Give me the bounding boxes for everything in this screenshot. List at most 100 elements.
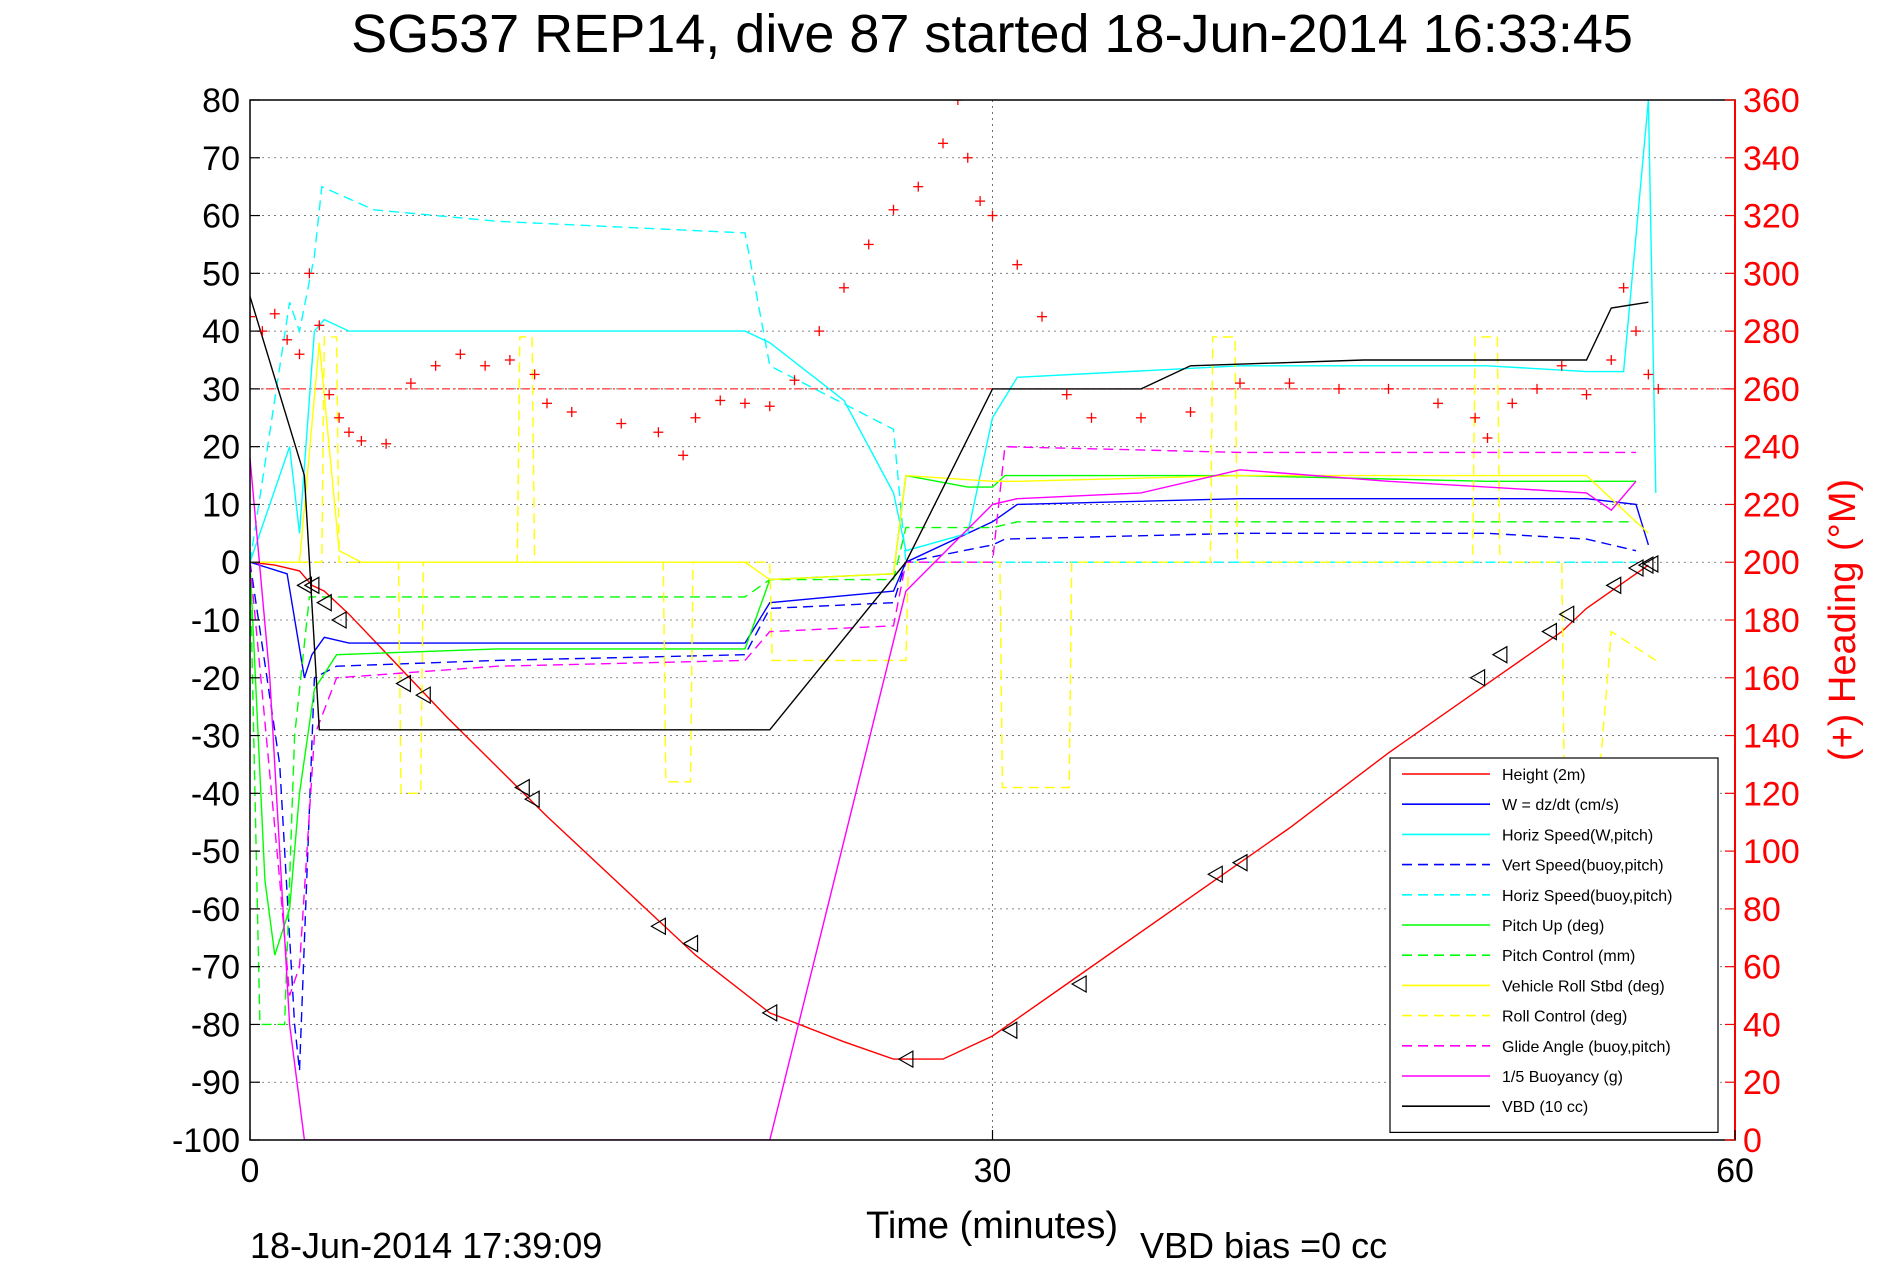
heading-point (294, 349, 305, 360)
y2-tick-label: 320 (1743, 198, 1800, 236)
heading-point (1482, 433, 1493, 443)
glider-marker-triangle (1637, 556, 1654, 575)
y2-tick-label: 340 (1743, 140, 1800, 178)
glider-marker-triangle (523, 790, 540, 809)
y-tick-label: 50 (202, 255, 240, 293)
heading-point (975, 196, 986, 207)
y2-tick-label: 280 (1743, 313, 1800, 351)
heading-point (1470, 412, 1481, 423)
glider-marker-triangle (395, 674, 412, 693)
heading-point (1507, 398, 1518, 409)
y-axis-left: 80 70 60 50 40 30 20 10 0 -10 -20 -30 -40 -50 -60 -70 -8… (172, 82, 260, 1160)
y2-tick-label: 360 (1743, 82, 1800, 120)
glider-marker-triangle (1070, 974, 1087, 994)
y-tick-label: 60 (202, 198, 240, 236)
x-tick-label: 0 (241, 1152, 260, 1190)
glider-marker-triangle (1207, 865, 1223, 884)
heading-point (304, 268, 315, 279)
series-line-horiz-speed-w-pitch (250, 100, 1657, 563)
heading-point (1532, 383, 1542, 394)
glider-marker-triangle (330, 610, 347, 630)
y-tick-label: -60 (191, 891, 240, 929)
y2-tick-label: 200 (1743, 544, 1800, 582)
heading-point (356, 435, 367, 446)
heading-point (962, 152, 973, 163)
heading-point (863, 239, 874, 250)
heading-point (504, 355, 515, 365)
heading-point (1012, 259, 1023, 270)
glider-marker-triangle (682, 934, 699, 953)
legend-label: W = dz/dt (cm/s) (1502, 797, 1619, 814)
glider-marker-triangle (303, 576, 320, 595)
legend-label: VBD (10 cc) (1502, 1099, 1588, 1116)
glider-marker-triangle (1491, 645, 1508, 664)
heading-point (344, 427, 354, 438)
series-line-vbd-10-cc (250, 296, 1649, 731)
glider-marker-triangle (514, 778, 530, 797)
glider-marker-triangle (1001, 1021, 1018, 1040)
heading-point (1618, 282, 1629, 293)
heading-point (314, 320, 325, 331)
series-line-glide-angle-buoy-pitch (250, 445, 1636, 996)
heading-point (1334, 383, 1344, 394)
heading-point (282, 334, 293, 345)
heading-point (715, 395, 726, 406)
heading-point (616, 418, 627, 429)
heading-point (740, 398, 750, 409)
y2-tick-label: 0 (1743, 1122, 1762, 1160)
x-tick-label: 60 (1716, 1152, 1754, 1190)
legend-box (1389, 757, 1719, 1133)
chart-title: SG537 REP14, dive 87 started 18-Jun-2014… (351, 4, 1633, 64)
footer-timestamp: 18-Jun-2014 17:39:09 (250, 1225, 602, 1262)
heading-point (653, 427, 664, 438)
heading-point (678, 450, 689, 461)
y-tick-label: 20 (202, 429, 240, 467)
heading-point (1086, 412, 1097, 423)
y-tick-label: 30 (202, 371, 240, 409)
y-axis-right: 3603403203002802602402202001801601401201… (1725, 82, 1800, 1160)
heading-point (430, 360, 441, 371)
heading-point (1037, 311, 1047, 322)
heading-point (1383, 383, 1394, 394)
x-axis-label: Time (minutes) (866, 1205, 1118, 1247)
heading-point (1061, 389, 1072, 400)
heading-point (529, 369, 540, 380)
glider-marker-triangle (1558, 605, 1575, 624)
glider-marker-triangle (1642, 554, 1659, 573)
y-tick-label: 0 (221, 544, 240, 582)
legend-label: Roll Control (deg) (1502, 1009, 1627, 1026)
y2-tick-label: 120 (1743, 775, 1800, 813)
series-line-height-2m (250, 561, 1649, 1060)
y-tick-label: -70 (191, 949, 240, 987)
heading-point (1606, 355, 1617, 365)
series-line-pitch-control-mm (250, 521, 1636, 1026)
y2-tick-label: 240 (1743, 429, 1800, 467)
y2-tick-label: 60 (1743, 949, 1781, 987)
heading-point (542, 398, 552, 409)
heading-point (1643, 369, 1654, 380)
heading-point (334, 412, 345, 423)
glider-marker-layer (296, 554, 1659, 1069)
heading-point (814, 326, 825, 337)
heading-point (324, 389, 335, 400)
y-tick-label: -40 (191, 775, 240, 813)
heading-point (839, 282, 849, 293)
heading-point (1556, 360, 1567, 371)
heading-point (1284, 378, 1295, 389)
heading-layer (250, 100, 1664, 461)
heading-point (1235, 378, 1245, 389)
glider-marker-triangle (1469, 668, 1486, 687)
heading-point (1653, 383, 1664, 394)
legend: Height (2m) W = dz/dt (cm/s) Horiz Speed(W… (1389, 757, 1719, 1133)
y-tick-label: -20 (191, 660, 240, 698)
legend-label: Pitch Up (deg) (1502, 918, 1604, 935)
y2-tick-label: 220 (1743, 486, 1800, 524)
heading-point (405, 378, 416, 389)
y-tick-label: -100 (172, 1122, 240, 1160)
heading-point (566, 407, 577, 417)
footer-vbd-bias: VBD bias =0 cc (1140, 1225, 1387, 1262)
heading-point (938, 138, 948, 149)
series-layer (250, 100, 1735, 1140)
heading-point (789, 375, 800, 386)
